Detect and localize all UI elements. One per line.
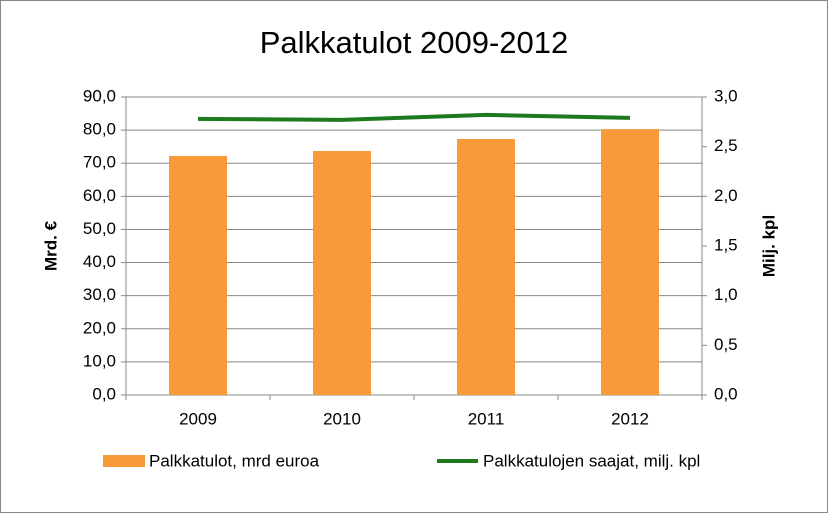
y-tick-label: 80,0 [83, 120, 116, 139]
y2-tick-label: 0,5 [714, 335, 738, 354]
y2-tick-label: 2,0 [714, 186, 738, 205]
bar [601, 129, 659, 395]
y-tick-label: 90,0 [83, 86, 116, 105]
x-tick-label: 2011 [468, 409, 505, 428]
x-tick-label: 2010 [323, 409, 361, 428]
y-tick-label: 30,0 [83, 285, 116, 304]
y-tick-label: 60,0 [83, 186, 116, 205]
legend-label: Palkkatulojen saajat, milj. kpl [483, 451, 700, 470]
x-tick-label: 2012 [611, 409, 649, 428]
y-tick-label: 10,0 [83, 351, 116, 370]
chart-title: Palkkatulot 2009-2012 [260, 25, 569, 60]
y2-tick-label: 2,5 [714, 136, 738, 155]
y2-tick-label: 3,0 [714, 86, 738, 105]
y2-axis-title: Milj. kpl [759, 215, 778, 277]
y-axis-title: Mrd. € [41, 220, 60, 271]
legend-swatch [103, 455, 145, 467]
y-tick-label: 70,0 [83, 153, 116, 172]
bar [313, 150, 371, 395]
y2-tick-label: 0,0 [714, 384, 738, 403]
line [197, 112, 631, 122]
y-tick-label: 40,0 [83, 252, 116, 271]
y-tick-label: 20,0 [83, 318, 116, 337]
y2-tick-label: 1,0 [714, 285, 738, 304]
y-tick-label: 0,0 [92, 384, 116, 403]
bar [169, 155, 227, 395]
y-tick-label: 50,0 [83, 219, 116, 238]
bar [457, 139, 515, 395]
legend-label: Palkkatulot, mrd euroa [149, 451, 320, 470]
y2-tick-label: 1,5 [714, 235, 738, 254]
x-tick-label: 2009 [179, 409, 217, 428]
